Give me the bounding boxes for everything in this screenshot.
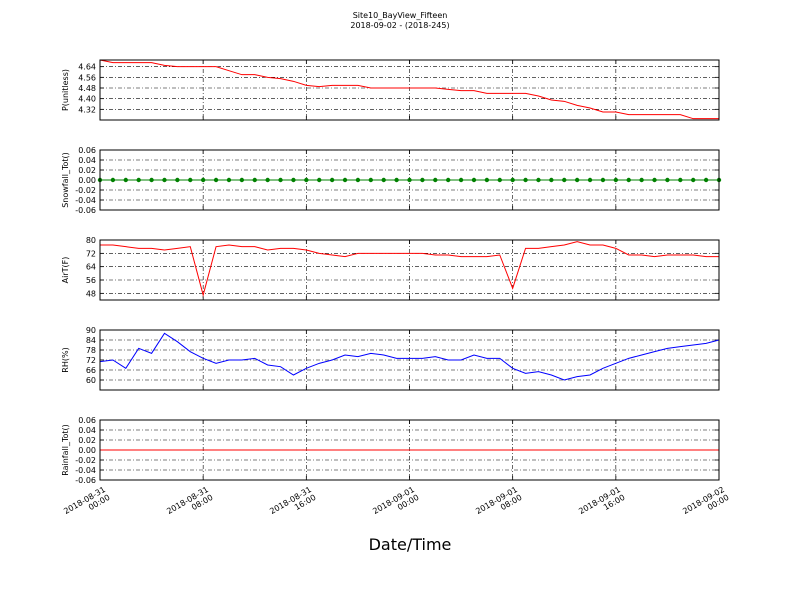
data-point — [691, 177, 696, 183]
data-point — [626, 177, 631, 183]
data-point — [329, 177, 335, 183]
y-axis-label: RH(%) — [61, 347, 70, 372]
data-point — [549, 177, 554, 183]
data-point — [188, 177, 193, 183]
data-point — [420, 177, 425, 183]
data-point — [239, 177, 245, 183]
data-point — [523, 177, 528, 183]
data-point — [652, 177, 657, 183]
chart-title: Site10_BayView_Fifteen — [353, 11, 448, 20]
y-tick-label: 72 — [86, 249, 96, 258]
data-point — [471, 177, 477, 183]
data-point — [355, 177, 361, 183]
y-tick-label: 4.32 — [78, 105, 96, 114]
data-point — [678, 177, 683, 183]
data-point — [536, 177, 541, 183]
x-axis-label: Date/Time — [369, 535, 452, 554]
y-tick-label: 0.04 — [78, 426, 96, 435]
data-point — [304, 177, 309, 183]
plot-frame — [99, 419, 720, 481]
data-line — [99, 59, 719, 120]
data-point — [600, 177, 606, 183]
plot-frame — [99, 149, 720, 211]
data-point — [703, 177, 709, 183]
y-axis-label: AirT(F) — [61, 257, 70, 284]
y-axis-label: Rainfall_Tot() — [61, 424, 70, 476]
data-point — [484, 177, 490, 183]
data-point — [110, 177, 116, 183]
data-point — [291, 177, 296, 183]
data-point — [342, 177, 348, 183]
data-point — [226, 177, 232, 183]
data-point — [587, 177, 593, 183]
data-point — [317, 177, 322, 183]
data-point — [458, 177, 464, 183]
data-point — [574, 177, 580, 183]
plot-frame — [99, 239, 720, 301]
y-tick-label: 0.04 — [78, 156, 96, 165]
y-tick-label: 64 — [86, 263, 96, 272]
y-tick-label: 66 — [86, 366, 96, 375]
y-tick-label: 56 — [86, 276, 96, 285]
data-point — [510, 177, 515, 183]
y-tick-label: 4.64 — [78, 63, 96, 72]
data-point — [265, 177, 270, 183]
y-tick-label: 48 — [86, 289, 96, 298]
data-point — [123, 177, 128, 183]
data-point — [213, 177, 219, 183]
y-tick-label: 78 — [86, 346, 96, 355]
data-point — [665, 177, 670, 183]
y-tick-label: 0.02 — [78, 166, 96, 175]
data-point — [149, 177, 154, 183]
y-tick-label: 0.00 — [78, 176, 96, 185]
data-point — [136, 177, 141, 183]
y-tick-label: -0.02 — [75, 186, 96, 195]
y-tick-label: 90 — [86, 326, 96, 335]
y-axis-label: P(unitless) — [61, 69, 70, 111]
y-tick-label: 0.02 — [78, 436, 96, 445]
data-point — [162, 177, 167, 183]
y-tick-label: 60 — [86, 376, 96, 385]
y-tick-label: 72 — [86, 356, 96, 365]
y-tick-label: 0.06 — [78, 416, 96, 425]
y-tick-label: 4.48 — [78, 84, 96, 93]
y-tick-label: 0.00 — [78, 446, 96, 455]
data-point — [639, 177, 644, 183]
data-point — [445, 177, 451, 183]
y-tick-label: 4.40 — [78, 95, 96, 104]
y-axis-label: Snowfall_Tot() — [61, 152, 70, 208]
chart-subtitle: 2018-09-02 - (2018-245) — [350, 21, 449, 30]
data-point — [613, 177, 619, 183]
y-tick-label: 80 — [86, 236, 96, 245]
plot-frame — [99, 329, 720, 391]
data-point — [368, 177, 374, 183]
data-point — [407, 177, 412, 183]
data-point — [175, 177, 180, 183]
y-tick-label: -0.06 — [75, 206, 96, 215]
data-point — [381, 177, 386, 183]
data-line — [99, 332, 720, 381]
data-point — [278, 177, 283, 183]
plot-frame — [99, 59, 720, 121]
data-point — [562, 177, 567, 183]
data-point — [252, 177, 257, 183]
y-tick-label: -0.06 — [75, 476, 96, 485]
y-tick-label: -0.02 — [75, 456, 96, 465]
y-tick-label: 4.56 — [78, 73, 96, 82]
data-point — [497, 177, 502, 183]
data-point — [394, 177, 399, 183]
data-point — [433, 177, 438, 183]
data-point — [200, 177, 206, 183]
y-tick-label: -0.04 — [75, 196, 96, 205]
y-tick-label: -0.04 — [75, 466, 96, 475]
y-tick-label: 0.06 — [78, 146, 96, 155]
y-tick-label: 84 — [86, 336, 96, 345]
data-line — [100, 241, 719, 297]
